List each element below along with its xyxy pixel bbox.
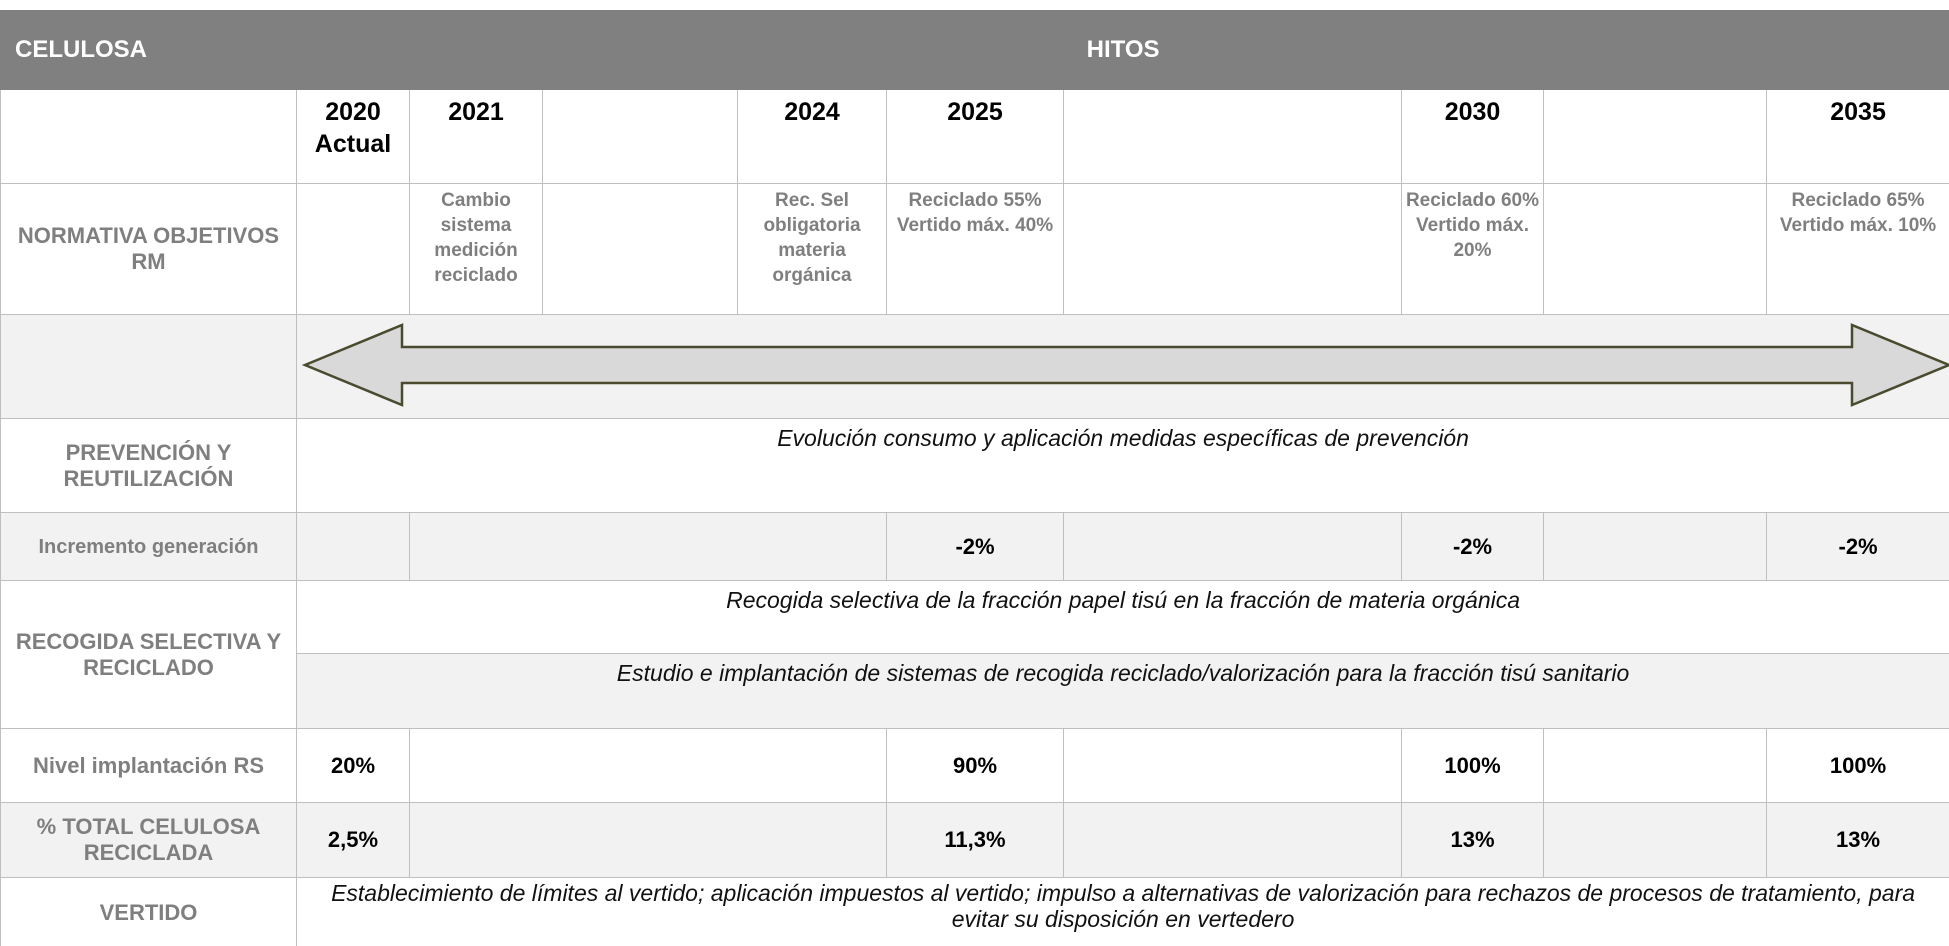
total-row: % TOTAL CELULOSA RECICLADA 2,5% 11,3% 13…: [0, 802, 1949, 878]
row-label: Nivel implantación RS: [0, 728, 297, 803]
row-label: % TOTAL CELULOSA RECICLADA: [0, 802, 297, 878]
cell: Rec. Sel obligatoria materia orgánica: [737, 183, 887, 315]
recogida-row-2: Estudio e implantación de sistemas de re…: [1, 653, 1949, 729]
row-text: Evolución consumo y aplicación medidas e…: [295, 418, 1949, 513]
cell: 100%: [1765, 728, 1949, 803]
row-label: Incremento generación: [0, 512, 297, 581]
row-label: PREVENCIÓN Y REUTILIZACIÓN: [0, 418, 297, 513]
timeline-arrow: [301, 323, 1949, 407]
normativa-row: NORMATIVA OBJETIVOS RM Cambio sistema me…: [0, 183, 1949, 315]
header-title: CELULOSA: [0, 10, 297, 90]
nivel-row: Nivel implantación RS 20% 90% 100% 100%: [0, 728, 1949, 803]
row-label: RECOGIDA SELECTIVA Y RECICLADO: [0, 580, 297, 729]
header-hitos: HITOS: [295, 10, 1949, 90]
year: 2025: [886, 89, 1064, 184]
milestones-table: CELULOSA HITOS 2020 Actual 2021 2024 202…: [0, 10, 1949, 946]
year: 2035: [1765, 89, 1949, 184]
year: 2020 Actual: [296, 89, 410, 184]
cell: Reciclado 60% Vertido máx. 20%: [1401, 183, 1544, 315]
cell: 13%: [1765, 802, 1949, 878]
year: 2030: [1401, 89, 1544, 184]
row-text: Estudio e implantación de sistemas de re…: [295, 653, 1949, 729]
cell: 100%: [1401, 728, 1544, 803]
row-label: VERTIDO: [0, 877, 297, 946]
cell: Cambio sistema medición reciclado: [409, 183, 543, 315]
arrow-row: [0, 314, 1949, 419]
cell: 2,5%: [296, 802, 410, 878]
cell: 90%: [886, 728, 1064, 803]
row-label: NORMATIVA OBJETIVOS RM: [0, 183, 297, 315]
row-text: Establecimiento de límites al vertido; a…: [295, 877, 1949, 946]
years-row: 2020 Actual 2021 2024 2025 2030 2035: [0, 89, 1949, 184]
year: 2024: [737, 89, 887, 184]
cell: 13%: [1401, 802, 1544, 878]
incremento-row: Incremento generación -2% -2% -2%: [0, 512, 1949, 581]
year: 2021: [409, 89, 543, 184]
double-arrow: [301, 323, 1949, 407]
cell: 20%: [296, 728, 410, 803]
cell: -2%: [1401, 512, 1544, 581]
cell: 11,3%: [886, 802, 1064, 878]
header-row: CELULOSA HITOS: [0, 10, 1949, 90]
vertido-row: VERTIDO Establecimiento de límites al ve…: [0, 877, 1949, 946]
recogida-row: RECOGIDA SELECTIVA Y RECICLADO Recogida …: [0, 580, 1949, 729]
page: CELULOSA HITOS 2020 Actual 2021 2024 202…: [0, 10, 1949, 946]
prevencion-row: PREVENCIÓN Y REUTILIZACIÓN Evolución con…: [0, 418, 1949, 513]
row-text: Recogida selectiva de la fracción papel …: [295, 580, 1949, 654]
cell: Reciclado 55% Vertido máx. 40%: [886, 183, 1064, 315]
cell: Reciclado 65% Vertido máx. 10%: [1765, 183, 1949, 315]
cell: -2%: [1765, 512, 1949, 581]
cell: -2%: [886, 512, 1064, 581]
